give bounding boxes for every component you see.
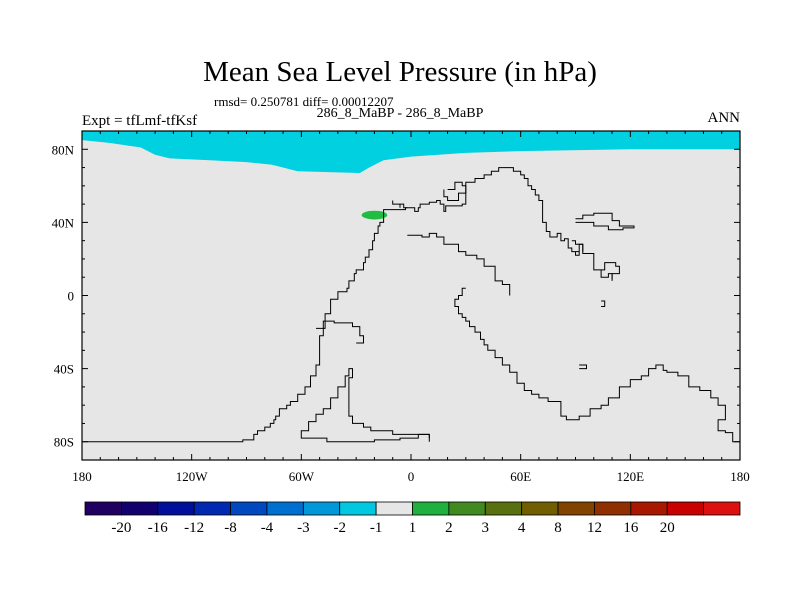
coastline-7 [443,181,467,201]
colorbar-box-8 [375,501,413,516]
coastline-6 [392,200,408,209]
coastline-2 [454,287,740,443]
colorbar-box-1 [120,501,159,516]
colorbar-label-0: -20 [111,520,131,536]
colorbar-box-6 [302,501,341,516]
colorbar-label-14: 16 [623,520,639,536]
coastline-0 [82,167,613,443]
coastline-10 [601,262,620,280]
coastline-11 [601,300,606,307]
anomaly-region-0 [82,131,740,173]
colorbar-box-10 [448,501,486,516]
colorbar-label-1: -16 [148,520,168,536]
colorbar-label-9: 2 [445,520,453,536]
experiment-label: Expt = tfLmf-tfKsf [82,113,198,129]
x-tick-label-4: 60E [510,469,531,484]
x-tick-label-2: 60W [289,469,315,484]
colorbar-label-4: -4 [261,520,274,536]
colorbar-label-5: -3 [297,520,310,536]
colorbar-box-17 [703,501,741,516]
colorbar-label-6: -2 [333,520,346,536]
colorbar-box-3 [193,501,231,516]
x-tick-label-5: 120E [617,469,645,484]
coastline-1 [407,232,511,296]
y-tick-label-4: 80S [54,435,74,450]
colorbar-box-14 [594,501,632,516]
y-tick-label-3: 40S [54,362,74,377]
case-label: 286_8_MaBP - 286_8_MaBP [316,106,484,121]
x-tick-label-1: 120W [176,469,209,484]
coastline-5 [305,433,430,443]
colorbar-box-13 [557,501,595,516]
coastline-12 [579,364,587,370]
colorbar-box-16 [666,501,705,516]
stats-label: rmsd= 0.250781 diff= 0.00012207 [214,94,394,109]
x-tick-label-6: 180 [730,469,750,484]
colorbar-box-12 [521,501,559,516]
y-tick-label-1: 40N [52,215,75,230]
colorbar-box-0 [84,501,122,516]
coastline-4 [300,368,430,439]
colorbar-label-15: 20 [660,520,675,536]
coastline-3 [316,320,364,344]
colorbar-label-11: 4 [518,520,526,536]
colorbar-box-4 [230,501,268,516]
x-tick-label-0: 180 [72,469,92,484]
colorbar-label-13: 12 [587,520,602,536]
colorbar-label-2: -12 [184,520,204,536]
coastline-9 [571,240,584,252]
x-tick-label-3: 0 [408,469,415,484]
season-label: ANN [707,110,741,126]
colorbar-box-2 [157,501,195,516]
plot-background [82,131,740,460]
colorbar-box-7 [339,501,377,516]
colorbar-box-9 [412,501,450,516]
y-tick-label-0: 80N [52,142,75,157]
colorbar-box-5 [266,501,304,516]
colorbar-box-11 [484,501,523,516]
colorbar-label-12: 8 [554,520,562,536]
colorbar-box-15 [630,501,668,516]
coastline-8 [575,212,635,231]
y-tick-label-2: 0 [68,289,75,304]
colorbar-label-3: -8 [224,520,237,536]
anomaly-region-1 [361,210,388,220]
colorbar-label-7: -1 [370,520,383,536]
colorbar-label-8: 1 [409,520,417,536]
colorbar-label-10: 3 [482,520,490,536]
chart-title: Mean Sea Level Pressure (in hPa) [203,56,597,88]
